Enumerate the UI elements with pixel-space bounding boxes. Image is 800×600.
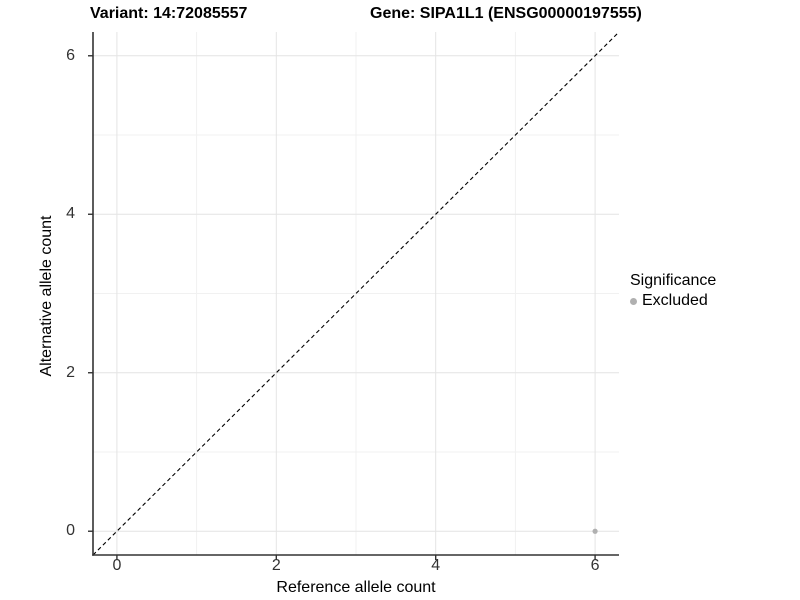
- x-tick-label: 4: [431, 557, 441, 574]
- legend-item: Excluded: [630, 292, 716, 310]
- x-tick-label: 2: [271, 557, 281, 574]
- y-tick-label: 2: [66, 363, 75, 381]
- y-tick-label: 0: [66, 522, 75, 540]
- legend: Significance Excluded: [630, 272, 716, 310]
- plot-title-variant: Variant: 14:72085557: [90, 5, 248, 22]
- x-tick-label: 6: [590, 557, 600, 574]
- data-point: [592, 528, 598, 534]
- x-tick-label: 0: [112, 557, 122, 574]
- y-tick-label: 6: [66, 46, 75, 64]
- plot-title-gene: Gene: SIPA1L1 (ENSG00000197555): [370, 5, 642, 22]
- legend-title: Significance: [630, 272, 717, 289]
- y-axis-title: Alternative allele count: [38, 215, 55, 377]
- identity-line: [92, 31, 620, 556]
- x-axis-title: Reference allele count: [276, 579, 436, 596]
- y-tick-label: 4: [66, 205, 75, 223]
- legend-item-label: Excluded: [642, 292, 708, 309]
- legend-point-icon: [630, 297, 637, 305]
